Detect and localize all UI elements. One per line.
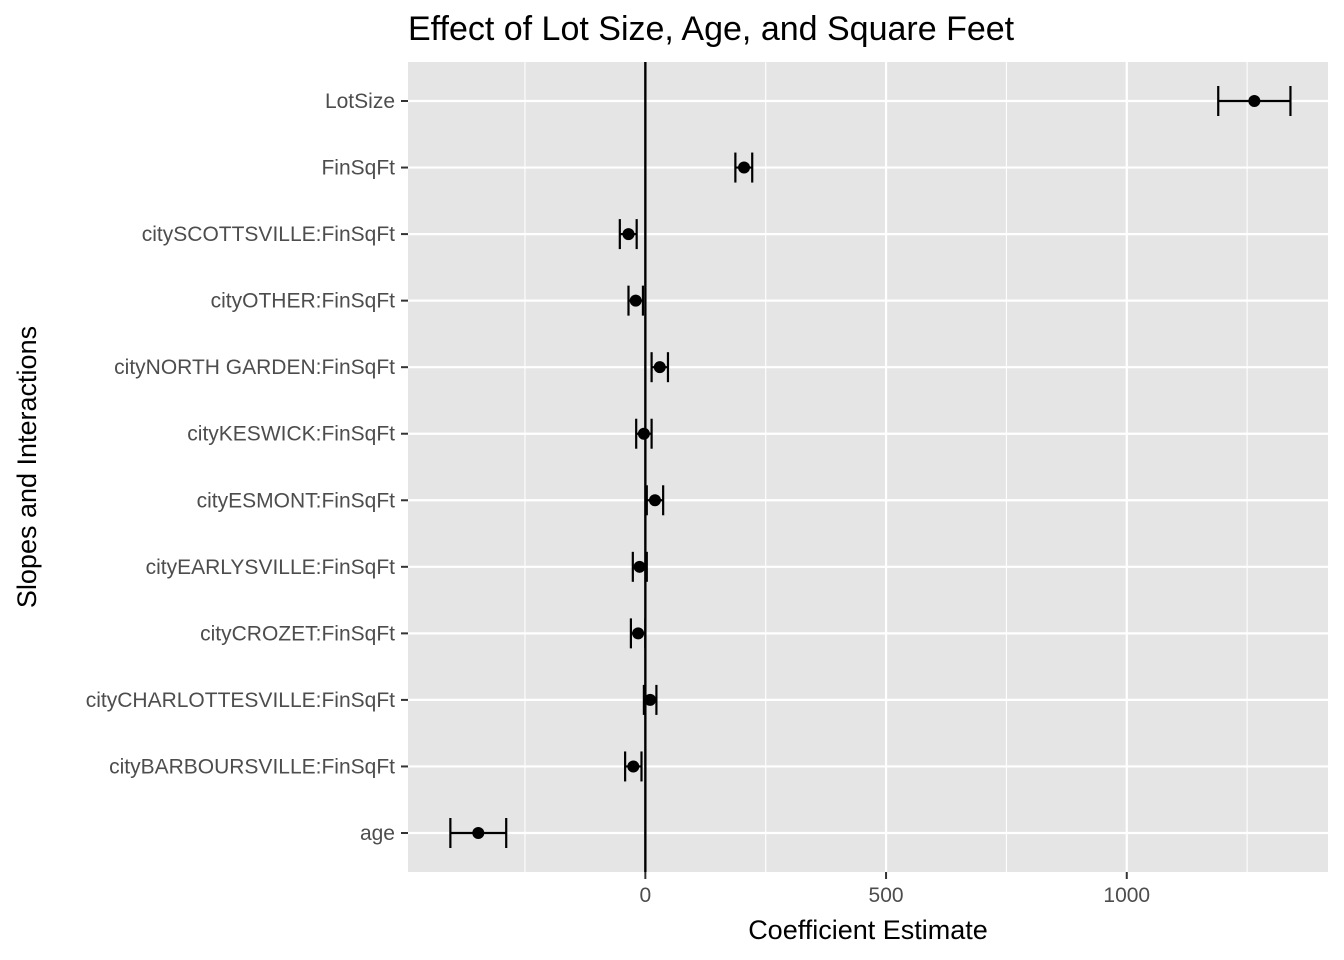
y-axis-title: Slopes and Interactions [12, 326, 42, 608]
estimate-point [629, 294, 642, 307]
y-tick-label: cityEARLYSVILLE:FinSqFt [146, 556, 396, 579]
error-bar-group [645, 485, 665, 516]
y-tick-label: cityCROZET:FinSqFt [200, 622, 395, 645]
x-tick-label: 0 [639, 884, 651, 907]
estimate-point [472, 827, 485, 839]
y-axis: LotSize FinSqFt citySCOTTSVILLE:FinSqFt cit… [86, 90, 408, 845]
y-tick-label: cityKESWICK:FinSqFt [187, 423, 395, 446]
y-tick-label: cityESMONT:FinSqFt [197, 489, 396, 512]
y-tick-label: FinSqFt [321, 157, 395, 180]
x-tick-label: 1000 [1103, 884, 1150, 907]
error-bar-group [734, 152, 754, 183]
grid-minor [524, 62, 1248, 872]
estimate-point [622, 228, 635, 241]
y-tick-label: LotSize [325, 90, 395, 113]
error-bar-group [631, 551, 648, 582]
error-bar-group [629, 618, 647, 649]
estimate-point [644, 693, 657, 706]
estimate-point [738, 161, 751, 174]
estimate-point [648, 494, 661, 507]
y-tick-label: age [360, 822, 395, 845]
error-bar-group [627, 285, 645, 316]
x-axis: 0 500 1000 [639, 872, 1150, 907]
estimate-point [653, 361, 666, 374]
y-tick-label: cityBARBOURSVILLE:FinSqFt [109, 755, 395, 778]
error-bar-group [618, 219, 638, 250]
error-bar-group [642, 684, 658, 715]
grid-major [408, 62, 1328, 872]
estimate-point [627, 760, 640, 773]
y-tick-label: cityOTHER:FinSqFt [211, 290, 396, 313]
error-bar-group [1217, 86, 1292, 116]
chart-title: Effect of Lot Size, Age, and Square Feet [408, 10, 1015, 48]
estimate-point [637, 427, 650, 440]
estimate-point [632, 627, 645, 640]
error-bar-group [624, 751, 643, 782]
error-bar-group [449, 818, 508, 848]
x-tick-label: 500 [869, 884, 904, 907]
y-tick-label: citySCOTTSVILLE:FinSqFt [142, 223, 395, 246]
data-marks [449, 86, 1292, 848]
y-tick-label: cityCHARLOTTESVILLE:FinSqFt [86, 689, 395, 712]
error-bar-group [650, 352, 670, 383]
y-tick-label: cityNORTH GARDEN:FinSqFt [114, 356, 395, 379]
x-axis-title: Coefficient Estimate [748, 915, 988, 945]
plot-panel [408, 62, 1328, 872]
error-bar-group [635, 418, 653, 449]
estimate-point [633, 560, 646, 573]
estimate-point [1248, 95, 1261, 107]
